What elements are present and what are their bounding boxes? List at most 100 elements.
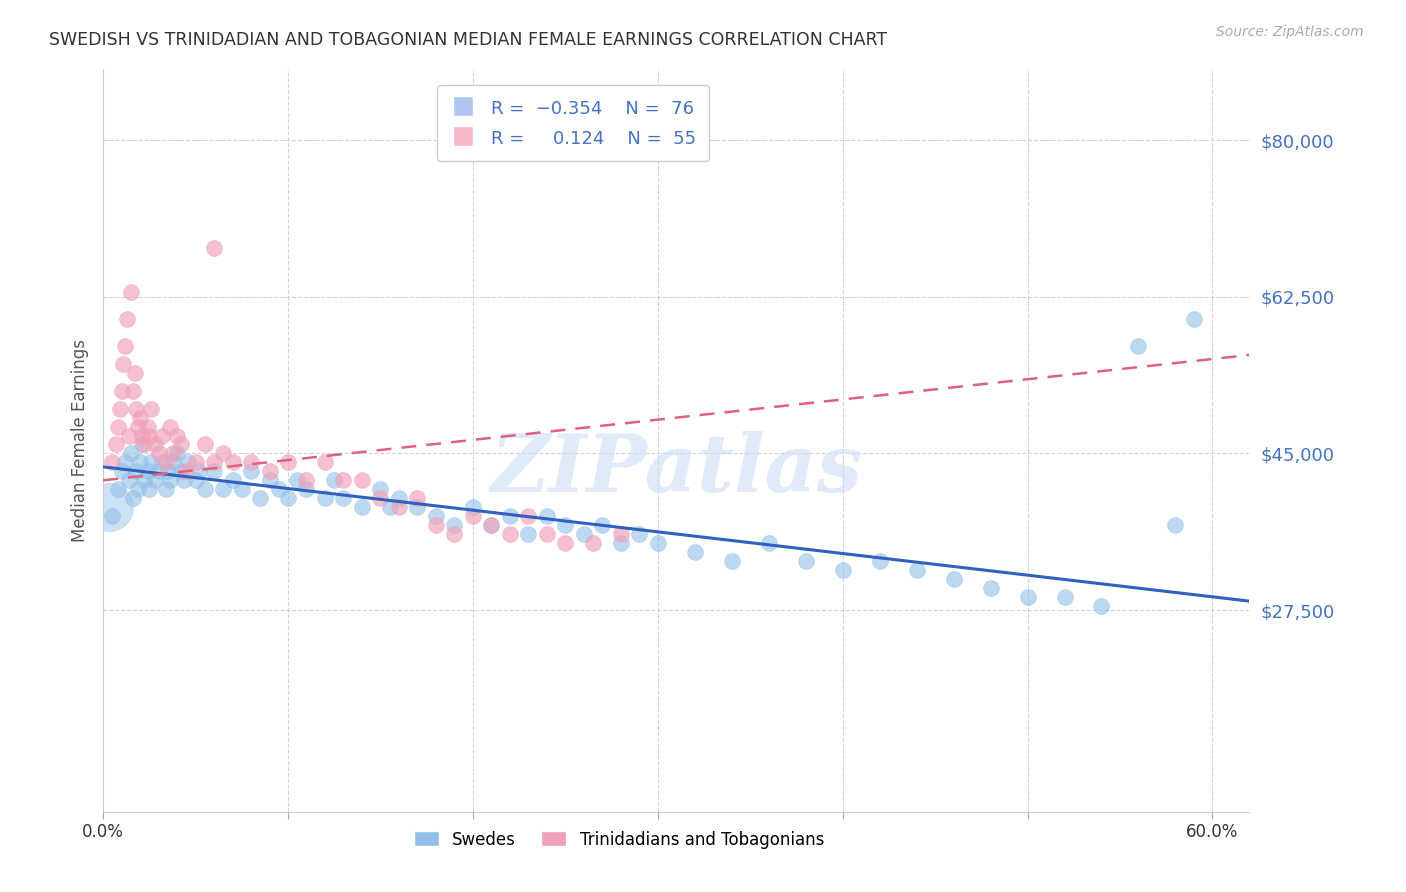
Point	[125, 401, 148, 416]
Point	[162, 446, 184, 460]
Point	[115, 312, 138, 326]
Point	[388, 500, 411, 515]
Point	[425, 518, 447, 533]
Point	[127, 482, 149, 496]
Point	[202, 464, 225, 478]
Point	[295, 473, 318, 487]
Point	[129, 410, 152, 425]
Point	[121, 384, 143, 398]
Point	[194, 482, 217, 496]
Point	[443, 518, 465, 533]
Point	[240, 455, 263, 469]
Point	[591, 518, 613, 533]
Point	[1182, 312, 1205, 326]
Text: ZIPatlas: ZIPatlas	[491, 431, 862, 508]
Point	[148, 464, 170, 478]
Point	[794, 554, 817, 568]
Point	[499, 527, 522, 541]
Point	[1128, 339, 1150, 353]
Point	[114, 339, 136, 353]
Point	[221, 455, 243, 469]
Point	[110, 384, 132, 398]
Point	[980, 581, 1002, 595]
Point	[129, 455, 152, 469]
Point	[277, 455, 299, 469]
Point	[259, 473, 281, 487]
Point	[202, 241, 225, 255]
Text: SWEDISH VS TRINIDADIAN AND TOBAGONIAN MEDIAN FEMALE EARNINGS CORRELATION CHART: SWEDISH VS TRINIDADIAN AND TOBAGONIAN ME…	[49, 31, 887, 49]
Point	[1090, 599, 1112, 613]
Point	[517, 527, 540, 541]
Point	[758, 536, 780, 550]
Point	[159, 473, 181, 487]
Point	[155, 482, 177, 496]
Point	[184, 455, 207, 469]
Point	[156, 464, 179, 478]
Point	[188, 464, 211, 478]
Point	[378, 500, 401, 515]
Point	[942, 572, 965, 586]
Point	[170, 464, 193, 478]
Point	[212, 482, 235, 496]
Point	[628, 527, 651, 541]
Point	[314, 491, 336, 506]
Point	[683, 545, 706, 559]
Point	[536, 527, 558, 541]
Point	[131, 437, 153, 451]
Point	[108, 401, 131, 416]
Point	[1017, 590, 1039, 604]
Point	[554, 518, 576, 533]
Point	[461, 500, 484, 515]
Point	[150, 428, 173, 442]
Point	[150, 455, 173, 469]
Point	[831, 563, 853, 577]
Point	[143, 473, 166, 487]
Point	[425, 509, 447, 524]
Point	[370, 482, 392, 496]
Point	[124, 366, 146, 380]
Point	[176, 464, 198, 478]
Point	[610, 536, 633, 550]
Point	[212, 446, 235, 460]
Point	[536, 509, 558, 524]
Point	[143, 437, 166, 451]
Point	[166, 428, 188, 442]
Point	[610, 527, 633, 541]
Point	[120, 446, 142, 460]
Point	[221, 473, 243, 487]
Point	[443, 527, 465, 541]
Point	[97, 500, 120, 515]
Point	[314, 455, 336, 469]
Point	[114, 455, 136, 469]
Point	[277, 491, 299, 506]
Point	[231, 482, 253, 496]
Point	[136, 464, 159, 478]
Point	[141, 455, 163, 469]
Point	[136, 419, 159, 434]
Point	[101, 455, 124, 469]
Point	[105, 437, 128, 451]
Point	[647, 536, 669, 550]
Point	[159, 419, 181, 434]
Point	[121, 491, 143, 506]
Point	[138, 482, 160, 496]
Point	[461, 509, 484, 524]
Point	[479, 518, 502, 533]
Point	[155, 455, 177, 469]
Point	[184, 473, 207, 487]
Point	[170, 437, 193, 451]
Point	[127, 419, 149, 434]
Point	[101, 509, 124, 524]
Point	[107, 419, 129, 434]
Point	[259, 464, 281, 478]
Point	[582, 536, 605, 550]
Point	[131, 428, 153, 442]
Point	[332, 491, 354, 506]
Point	[720, 554, 742, 568]
Point	[905, 563, 928, 577]
Point	[249, 491, 271, 506]
Point	[332, 473, 354, 487]
Point	[388, 491, 411, 506]
Point	[869, 554, 891, 568]
Point	[120, 285, 142, 300]
